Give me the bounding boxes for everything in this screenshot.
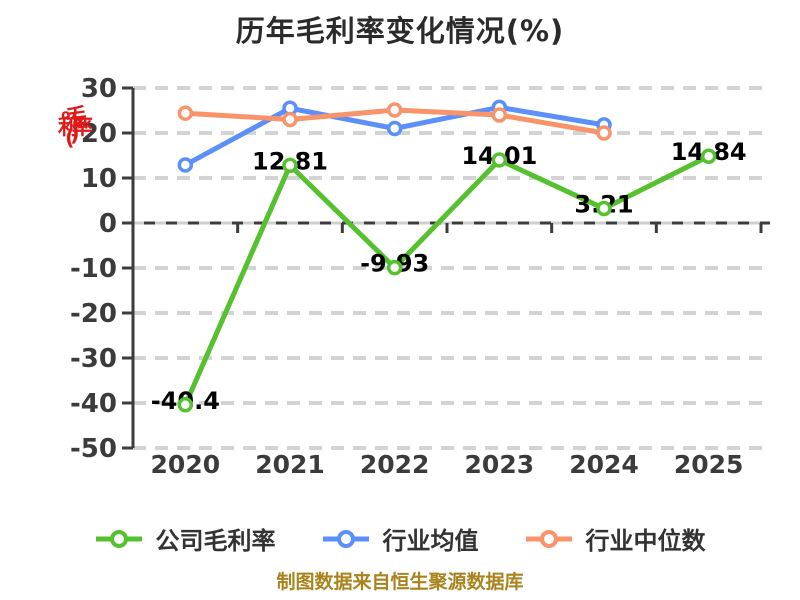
y-tick-label--10: -10 <box>70 254 117 284</box>
point-公司毛利率-2023 <box>491 152 508 168</box>
point-公司毛利率-2024 <box>596 200 612 217</box>
x-tick-label-2023: 2023 <box>465 450 535 479</box>
point-行业中位数-2023 <box>491 107 508 123</box>
x-tick-label-2024: 2024 <box>569 450 639 479</box>
y-tick-label--20: -20 <box>70 299 117 329</box>
orange-line-marker-icon <box>525 529 572 548</box>
chart-title: 历年毛利率变化情况(%) <box>235 14 565 48</box>
y-tick-label--30: -30 <box>70 344 117 374</box>
point-行业中位数-2022 <box>386 102 403 118</box>
blue-line-marker-icon <box>322 529 369 548</box>
y-tick-label-10: 10 <box>81 164 117 194</box>
data-source-note: 制图数据来自恒生聚源数据库 <box>276 571 524 593</box>
y-tick-label-30: 30 <box>81 74 117 104</box>
legend-item-industry-median[interactable]: 行业中位数 <box>525 521 706 556</box>
point-行业中位数-2021 <box>282 111 298 128</box>
y-tick-label-0: 0 <box>99 209 117 239</box>
x-tick-label-2022: 2022 <box>360 450 430 479</box>
point-行业中位数-2020 <box>177 105 194 121</box>
y-tick-label-20: 20 <box>81 119 117 149</box>
point-公司毛利率-2022 <box>386 259 403 276</box>
x-tick-label-2020: 2020 <box>151 450 221 479</box>
legend-item-industry-mean[interactable]: 行业均值 <box>322 521 479 556</box>
point-公司毛利率-2025 <box>700 148 717 164</box>
x-tick-label-2025: 2025 <box>674 450 744 479</box>
legend-item-company-gross-margin[interactable]: 公司毛利率 <box>95 521 276 556</box>
point-行业均值-2022 <box>386 120 403 137</box>
legend-label-industry-median: 行业中位数 <box>585 527 706 555</box>
y-tick-label--50: -50 <box>70 434 117 464</box>
legend: 公司毛利率 行业均值 行业中位数 <box>0 521 800 556</box>
legend-label-company-gross-margin: 公司毛利率 <box>155 527 276 555</box>
point-公司毛利率-2021 <box>282 157 298 174</box>
y-tick-label--40: -40 <box>70 389 117 419</box>
x-tick-label-2021: 2021 <box>255 450 325 479</box>
point-公司毛利率-2020 <box>177 397 194 413</box>
legend-label-industry-mean: 行业均值 <box>382 527 479 555</box>
point-行业中位数-2024 <box>596 125 612 141</box>
green-line-marker-icon <box>95 529 142 548</box>
series-line-公司毛利率 <box>182 153 712 408</box>
point-行业均值-2020 <box>177 157 194 173</box>
